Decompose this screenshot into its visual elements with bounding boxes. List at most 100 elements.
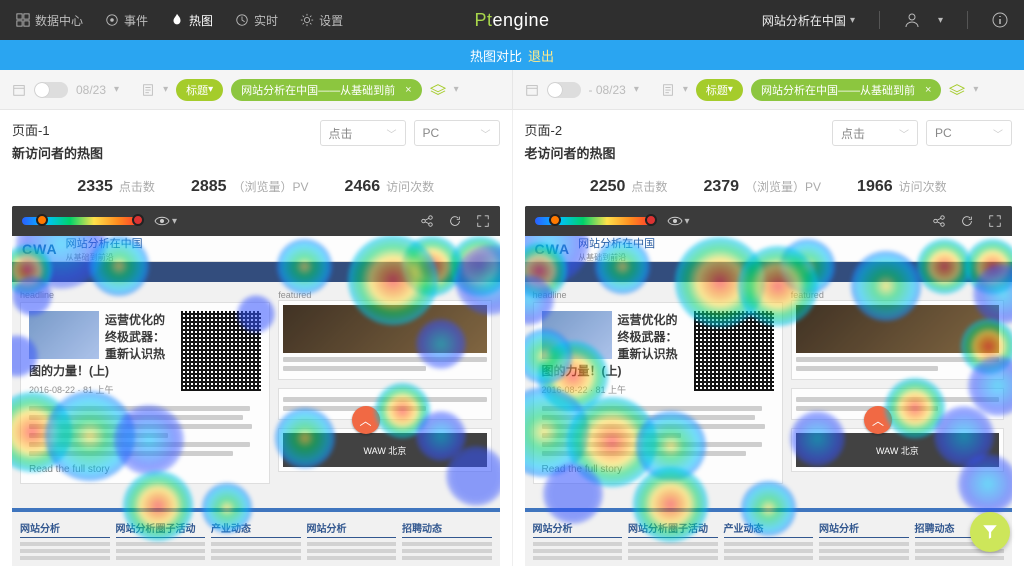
calendar-icon[interactable] [12,83,26,97]
chevron-down-icon: ﹀ [481,126,491,141]
filterbar: 08/23 ▾ ▾ 标题▾ 网站分析在中国——从基础到前 × ▾ - 08/23… [0,70,1024,110]
brand-suffix: engine [492,10,549,30]
calendar-icon[interactable] [525,83,539,97]
stat-num: 2379 [703,178,739,195]
chevron-down-icon: ▾ [850,15,855,26]
chevron-down-icon: ▾ [938,15,943,26]
slider-knob[interactable] [645,214,657,226]
chevron-down-icon[interactable]: ▾ [163,84,168,95]
stat-num: 2885 [191,178,227,195]
share-icon[interactable] [932,214,946,228]
content: 页面-1 新访问者的热图 点击﹀ PC﹀ 2335点击数 2885（浏览量）PV… [0,110,1024,566]
stats-row: 2250点击数 2379（浏览量）PV 1966访问次数 [525,178,1013,196]
site-dropdown[interactable]: 网站分析在中国 ▾ [762,12,855,29]
device-select[interactable]: PC﹀ [414,120,500,146]
page-icon[interactable] [661,83,675,97]
stats-row: 2335 点击数 2885 （浏览量）PV 2466 访问次数 [12,178,500,196]
chip-page-label: 网站分析在中国——从基础到前 [761,82,915,98]
filter-left: 08/23 ▾ ▾ 标题▾ 网站分析在中国——从基础到前 × ▾ [0,70,512,109]
chevron-down-icon[interactable]: ▾ [683,84,688,95]
stat-item: 2335 点击数 [77,178,155,196]
refresh-icon[interactable] [448,214,462,228]
nav-label: 数据中心 [35,12,83,29]
nav-label: 事件 [124,12,148,29]
chevron-down-icon[interactable]: ▾ [634,84,639,95]
metric-select[interactable]: 点击 ﹀ [832,120,918,146]
metric-value: 点击 [841,125,865,142]
heatmap-toolbar: ▾ [12,206,500,236]
compare-toggle[interactable] [547,82,581,98]
brand-logo: Ptengine [474,10,549,31]
chip-page[interactable]: 网站分析在中国——从基础到前 × [751,79,941,101]
layers-icon[interactable] [430,83,446,97]
chevron-down-icon: ﹀ [899,126,909,141]
chip-tag[interactable]: 标题▾ [696,79,743,101]
chip-tag-label: 标题 [706,82,728,98]
compare-toggle[interactable] [34,82,68,98]
clock-icon [235,13,249,27]
close-icon[interactable]: × [405,84,411,96]
stat-item: 1966 访问次数 [857,178,947,196]
chevron-down-icon: ▾ [208,84,213,95]
info-icon[interactable] [992,12,1008,28]
nav-events[interactable]: 事件 [105,12,148,29]
date-value: 08/23 [76,83,106,97]
intensity-slider[interactable] [22,217,142,225]
chevron-down-icon[interactable]: ▾ [454,84,459,95]
nav-settings[interactable]: 设置 [300,12,343,29]
stat-num: 2466 [345,178,381,195]
user-icon[interactable] [904,12,920,28]
chevron-down-icon: ▾ [685,216,690,227]
stat-label: 访问次数 [386,180,434,194]
page-subtitle: 新访问者的热图 [12,143,103,162]
refresh-icon[interactable] [960,214,974,228]
stat-num: 2335 [77,178,113,195]
stat-item: 2885 （浏览量）PV [191,178,309,196]
fullscreen-icon[interactable] [476,214,490,228]
stat-label: 点击数 [119,180,155,194]
chevron-down-icon: ▾ [172,216,177,227]
close-icon[interactable]: × [925,84,931,96]
slider-knob[interactable] [549,214,561,226]
visibility-toggle[interactable]: ▾ [667,215,690,227]
intensity-slider[interactable] [535,217,655,225]
nav-separator [879,11,880,29]
visibility-toggle[interactable]: ▾ [154,215,177,227]
site-name: 网站分析在中国 [762,12,846,29]
page-subtitle: 老访问者的热图 [525,143,616,162]
slider-knob[interactable] [132,214,144,226]
chip-page[interactable]: 网站分析在中国——从基础到前 × [231,79,421,101]
chevron-down-icon[interactable]: ▾ [114,84,119,95]
filter-fab[interactable] [970,512,1010,552]
chevron-down-icon[interactable]: ▾ [973,84,978,95]
page-icon[interactable] [141,83,155,97]
nav-realtime[interactable]: 实时 [235,12,278,29]
share-icon[interactable] [420,214,434,228]
nav-datacenter[interactable]: 数据中心 [16,12,83,29]
grid-icon [16,13,30,27]
stat-num: 1966 [857,178,893,195]
stat-label: 访问次数 [899,180,947,194]
flame-icon [170,13,184,27]
stat-item: 2379（浏览量）PV [703,178,821,196]
target-icon [105,13,119,27]
stat-label: 点击数 [631,180,667,194]
slider-knob[interactable] [36,214,48,226]
heatmap-panel: ▾ CWA 网站分析在中国从基础到前沿 headline [12,206,500,566]
nav-heatmap[interactable]: 热图 [170,12,213,29]
topnav: 数据中心 事件 热图 实时 设置 Ptengine 网站分析在中国 ▾ ▾ [0,0,1024,40]
compare-exit[interactable]: 退出 [528,46,554,65]
chip-tag[interactable]: 标题▾ [176,79,223,101]
chevron-down-icon: ﹀ [387,126,397,141]
metric-select[interactable]: 点击﹀ [320,120,406,146]
nav-separator [967,11,968,29]
fullscreen-icon[interactable] [988,214,1002,228]
page-label: 页面-1 [12,120,103,139]
stat-label: （浏览量）PV [233,180,309,194]
nav-label: 实时 [254,12,278,29]
device-value: PC [935,126,952,140]
brand-accent: Pt [474,10,492,30]
layers-icon[interactable] [949,83,965,97]
chevron-down-icon: ▾ [728,84,733,95]
device-select[interactable]: PC﹀ [926,120,1012,146]
